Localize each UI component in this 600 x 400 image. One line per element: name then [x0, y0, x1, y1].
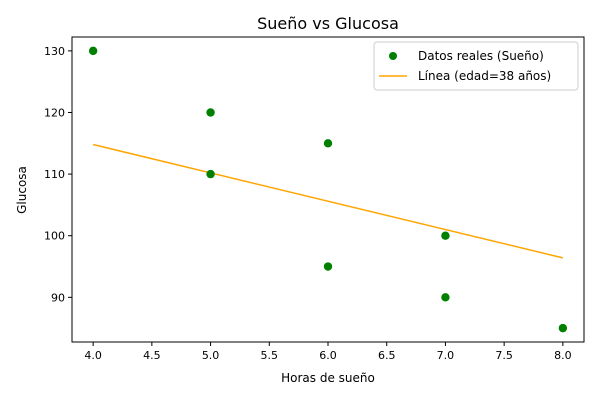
scatter-point	[206, 169, 215, 179]
x-tick-label: 4.5	[143, 349, 161, 362]
y-tick-label: 100	[44, 230, 65, 243]
x-tick-label: 5.5	[261, 349, 279, 362]
x-tick-label: 5.0	[202, 349, 220, 362]
y-tick-label: 110	[44, 168, 65, 181]
scatter-point	[323, 262, 333, 271]
chart-title: Sueño vs Glucosa	[257, 14, 399, 33]
scatter-point	[206, 108, 215, 117]
legend-scatter-marker	[389, 52, 397, 60]
scatter-point	[323, 139, 333, 148]
x-tick-label: 7.5	[495, 349, 513, 362]
scatter-point	[88, 46, 98, 56]
scatter-point	[558, 323, 568, 333]
x-tick-label: 8.0	[554, 349, 572, 362]
plot-area	[88, 46, 568, 333]
y-axis: 90 100 110 120 130	[44, 45, 72, 304]
y-axis-label: Glucosa	[15, 166, 29, 214]
regression-line	[92, 143, 564, 259]
x-axis-label: Horas de sueño	[281, 371, 375, 385]
y-tick-label: 120	[44, 106, 65, 119]
x-tick-label: 7.0	[437, 349, 455, 362]
x-tick-label: 6.0	[319, 349, 337, 362]
x-axis: 4.0 4.5 5.0 5.5 6.0 6.5 7.0 7.5 8.0	[84, 342, 572, 362]
legend-label-linea: Línea (edad=38 años)	[418, 69, 551, 83]
y-tick-label: 130	[44, 45, 65, 58]
x-tick-label: 4.0	[84, 349, 102, 362]
legend-label-datos-reales: Datos reales (Sueño)	[418, 49, 544, 63]
legend-box	[373, 41, 579, 91]
scatter-point	[441, 231, 450, 240]
legend: Datos reales (Sueño) Línea (edad=38 años…	[373, 41, 579, 91]
y-tick-label: 90	[51, 291, 65, 304]
scatter-point	[441, 293, 450, 302]
x-tick-label: 6.5	[378, 349, 396, 362]
